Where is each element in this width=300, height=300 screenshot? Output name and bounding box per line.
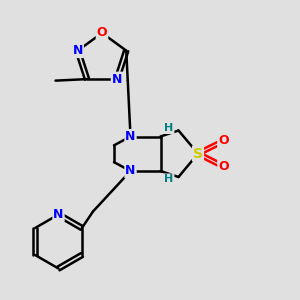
Text: O: O bbox=[97, 26, 107, 40]
Text: N: N bbox=[112, 73, 122, 85]
Text: O: O bbox=[218, 160, 229, 173]
Text: N: N bbox=[125, 130, 136, 143]
Text: N: N bbox=[53, 208, 64, 221]
Text: O: O bbox=[218, 134, 229, 148]
Text: H: H bbox=[164, 174, 173, 184]
Text: H: H bbox=[164, 123, 173, 133]
Text: N: N bbox=[73, 44, 83, 57]
Text: S: S bbox=[193, 147, 203, 160]
Text: N: N bbox=[125, 164, 136, 178]
